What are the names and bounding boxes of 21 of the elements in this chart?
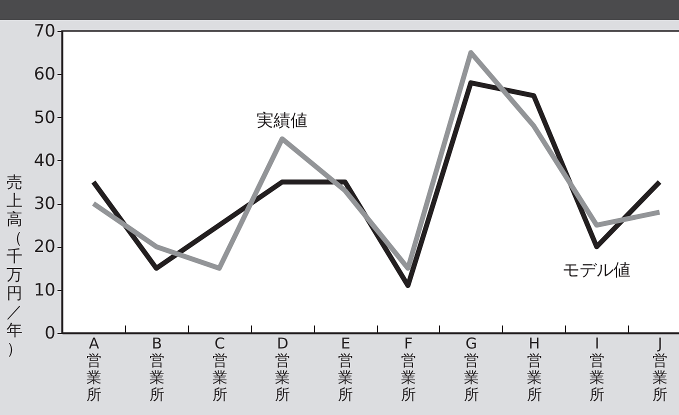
series-label: モデル値 (562, 260, 631, 281)
x-tick-label: D営業所 (275, 334, 290, 404)
text: 売上高（千万円／年） (6, 172, 22, 358)
y-tick-label: 40 (34, 150, 56, 171)
y-tick-label: 30 (34, 194, 56, 214)
y-tick-label: 0 (44, 324, 56, 344)
y-tick-label: 60 (34, 64, 56, 85)
y-tick-label: 20 (34, 237, 56, 258)
x-tick-label: E営業所 (338, 334, 354, 404)
series-label: 実績値 (256, 110, 308, 131)
y-tick-label: 70 (34, 22, 56, 42)
x-tick-label: C営業所 (212, 334, 228, 404)
x-tick-label: F営業所 (400, 334, 416, 404)
x-tick-label: H営業所 (526, 334, 542, 404)
x-tick-label: G営業所 (464, 334, 479, 404)
y-tick-label: 10 (34, 280, 56, 300)
x-tick-label: I営業所 (590, 334, 605, 404)
x-tick-label: B営業所 (149, 334, 164, 404)
x-tick-label: J営業所 (652, 334, 668, 404)
y-tick-label: 50 (34, 108, 56, 128)
x-tick-label: A営業所 (86, 334, 102, 404)
